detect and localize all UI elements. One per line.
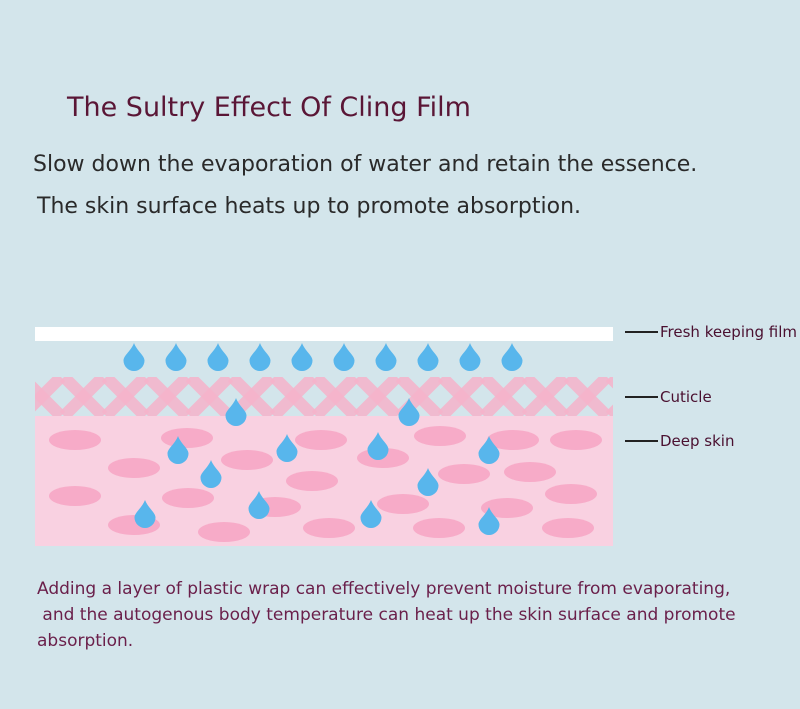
skin-cell bbox=[49, 486, 101, 506]
skin-cell bbox=[550, 430, 602, 450]
page-title: The Sultry Effect Of Cling Film bbox=[67, 92, 471, 123]
skin-cell bbox=[221, 450, 273, 470]
water-drop-icon bbox=[398, 398, 420, 427]
cuticle-stripe bbox=[563, 377, 612, 416]
cuticle-stripe bbox=[101, 377, 150, 416]
water-drop-icon bbox=[333, 343, 355, 372]
leader-line bbox=[625, 440, 658, 442]
water-drop-icon bbox=[134, 500, 156, 528]
skin-cell bbox=[49, 430, 101, 450]
skin-cell bbox=[504, 462, 556, 482]
cuticle-stripe bbox=[35, 377, 66, 412]
cuticle-stripe bbox=[185, 377, 234, 416]
water-drop-icon bbox=[225, 398, 247, 427]
skin-cell bbox=[303, 518, 355, 538]
water-drop-icon bbox=[165, 343, 187, 372]
skin-cell bbox=[413, 518, 465, 538]
skin-cell bbox=[295, 430, 347, 450]
cuticle-stripe bbox=[59, 377, 108, 416]
cuticle-stripe bbox=[437, 377, 486, 416]
skin-cell bbox=[481, 498, 533, 518]
footer-text: Adding a layer of plastic wrap can effec… bbox=[37, 576, 736, 654]
subtitle-line-1: Slow down the evaporation of water and r… bbox=[33, 152, 698, 177]
water-drop-icon bbox=[417, 343, 439, 372]
skin-cell bbox=[161, 428, 213, 448]
skin-cell bbox=[198, 522, 250, 542]
cuticle-stripe bbox=[0, 377, 19, 416]
water-drop-icon bbox=[478, 436, 500, 464]
water-drop-icon bbox=[501, 343, 523, 372]
cuticle-stripe bbox=[269, 377, 318, 416]
water-drop-icon bbox=[478, 507, 500, 535]
water-drop-icon bbox=[276, 434, 298, 462]
label-cuticle: Cuticle bbox=[625, 388, 712, 406]
subtitle-line-2: The skin surface heats up to promote abs… bbox=[37, 194, 582, 219]
water-drop-icon bbox=[207, 343, 229, 372]
water-drop-icon bbox=[360, 500, 382, 528]
skin-cell bbox=[545, 484, 597, 504]
label-fresh-keeping-film: Fresh keeping film bbox=[625, 323, 797, 341]
water-drop-icon bbox=[249, 343, 271, 372]
water-drop-icon bbox=[459, 343, 481, 372]
label-text: Cuticle bbox=[660, 388, 712, 406]
water-drop-icon bbox=[417, 468, 439, 496]
cuticle-stripe bbox=[143, 377, 192, 416]
skin-cell bbox=[542, 518, 594, 538]
skin-cell bbox=[162, 488, 214, 508]
cuticle-stripe bbox=[353, 377, 402, 416]
water-drop-icon bbox=[167, 436, 189, 464]
skin-cell bbox=[438, 464, 490, 484]
cuticle-stripe bbox=[521, 377, 570, 416]
water-drop-icon bbox=[367, 432, 389, 460]
cuticle-stripe bbox=[0, 377, 19, 416]
cuticle-layer bbox=[0, 377, 613, 416]
footer-line-3: absorption. bbox=[37, 631, 134, 651]
label-text: Fresh keeping film bbox=[660, 323, 798, 341]
water-drop-icon bbox=[200, 460, 222, 489]
label-text: Deep skin bbox=[660, 432, 735, 450]
cuticle-stripe bbox=[311, 377, 360, 416]
water-drop-icon bbox=[123, 343, 145, 372]
skin-cell bbox=[414, 426, 466, 446]
footer-line-1: Adding a layer of plastic wrap can effec… bbox=[37, 579, 731, 599]
leader-line bbox=[625, 331, 658, 333]
skin-cell bbox=[377, 494, 429, 514]
footer-line-2: and the autogenous body temperature can … bbox=[37, 605, 736, 625]
skin-cell bbox=[108, 458, 160, 478]
water-drop-icon bbox=[375, 343, 397, 372]
label-deep-skin: Deep skin bbox=[625, 432, 734, 450]
water-drop-icon bbox=[248, 491, 270, 519]
cuticle-stripe bbox=[479, 377, 528, 416]
leader-line bbox=[625, 396, 658, 398]
fresh-keeping-film bbox=[35, 327, 613, 341]
skin-cell bbox=[286, 471, 338, 491]
water-drop-icon bbox=[291, 343, 313, 372]
skin-cell bbox=[487, 430, 539, 450]
